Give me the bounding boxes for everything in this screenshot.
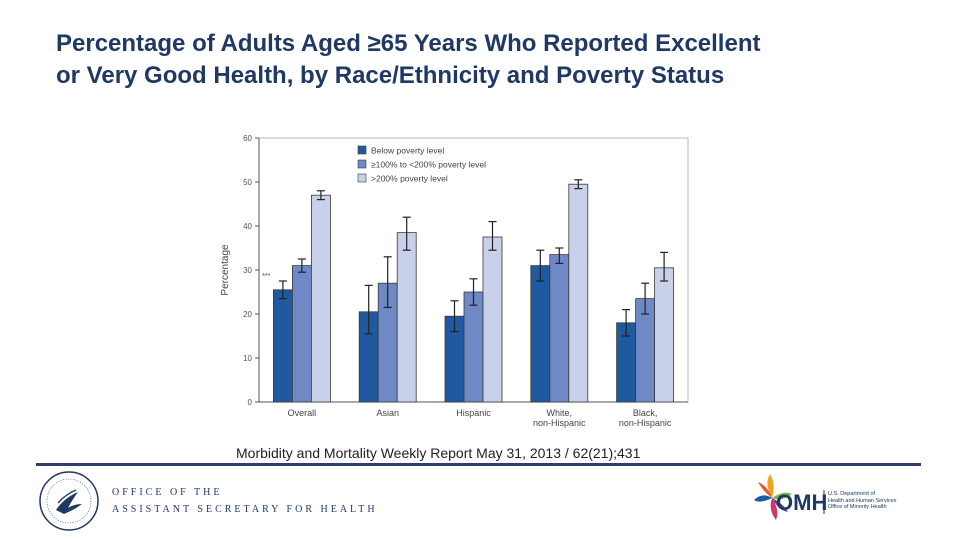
y-tick-label: 40	[243, 222, 252, 231]
title-line-1: Percentage of Adults Aged ≥65 Years Who …	[56, 30, 761, 57]
x-tick-label: Hispanic	[456, 408, 491, 418]
bar	[530, 265, 551, 403]
x-tick-label: White,	[547, 408, 573, 418]
bar-chart: 0 10 20 30 40 50 60 Percentage Overall Asian Hispa…	[214, 130, 694, 430]
bar	[482, 236, 503, 403]
title-line-2: or Very Good Health, by Race/Ethnicity a…	[56, 62, 725, 89]
significance-annotation: ***	[262, 273, 270, 280]
office-name-line-2: ASSISTANT SECRETARY FOR HEALTH	[112, 504, 378, 515]
y-tick-label: 50	[243, 178, 252, 187]
bar	[549, 254, 570, 403]
legend-swatch	[357, 159, 367, 169]
omh-line-2: Health and Human Services	[828, 497, 897, 504]
source-citation: Morbidity and Mortality Weekly Report Ma…	[236, 445, 641, 461]
y-tick-label: 10	[243, 354, 252, 363]
bar	[396, 232, 417, 403]
omh-line-3: Office of Minority Health	[828, 504, 887, 510]
x-tick-label: Black,	[633, 408, 658, 418]
y-axis-title: Percentage	[220, 244, 231, 296]
footer-divider	[36, 463, 921, 466]
x-tick-label: non-Hispanic	[619, 418, 672, 428]
chart-svg: 0 10 20 30 40 50 60 Percentage Overall Asian Hispa…	[220, 134, 689, 428]
legend-label: >200% poverty level	[371, 174, 448, 184]
y-tick-label: 60	[243, 134, 252, 143]
legend-swatch	[357, 145, 367, 155]
office-name-line-1: OFFICE OF THE	[112, 487, 223, 498]
bar	[273, 289, 293, 403]
bar	[311, 194, 331, 403]
omh-wordmark: OMH	[776, 490, 827, 515]
omh-agency-text: U.S. Department of Health and Human Serv…	[828, 491, 928, 511]
hhs-seal-icon	[39, 471, 99, 531]
y-tick-label: 0	[248, 398, 253, 407]
omh-logo: OMH	[754, 474, 827, 520]
bar	[568, 183, 589, 403]
slide-title: Percentage of Adults Aged ≥65 Years Who …	[56, 28, 916, 92]
omh-pinwheel-icon	[754, 474, 792, 520]
legend-swatch	[357, 173, 367, 183]
bar	[654, 267, 675, 403]
y-tick-label: 20	[243, 310, 252, 319]
legend-label: ≥100% to <200% poverty level	[371, 160, 486, 170]
omh-line-1: U.S. Department of	[828, 491, 876, 497]
x-tick-label: non-Hispanic	[533, 418, 586, 428]
bar	[463, 291, 484, 403]
legend-label: Below poverty level	[371, 146, 444, 156]
y-tick-label: 30	[243, 266, 252, 275]
x-tick-label: Asian	[376, 408, 399, 418]
x-tick-label: Overall	[288, 408, 317, 418]
bar	[292, 265, 312, 403]
